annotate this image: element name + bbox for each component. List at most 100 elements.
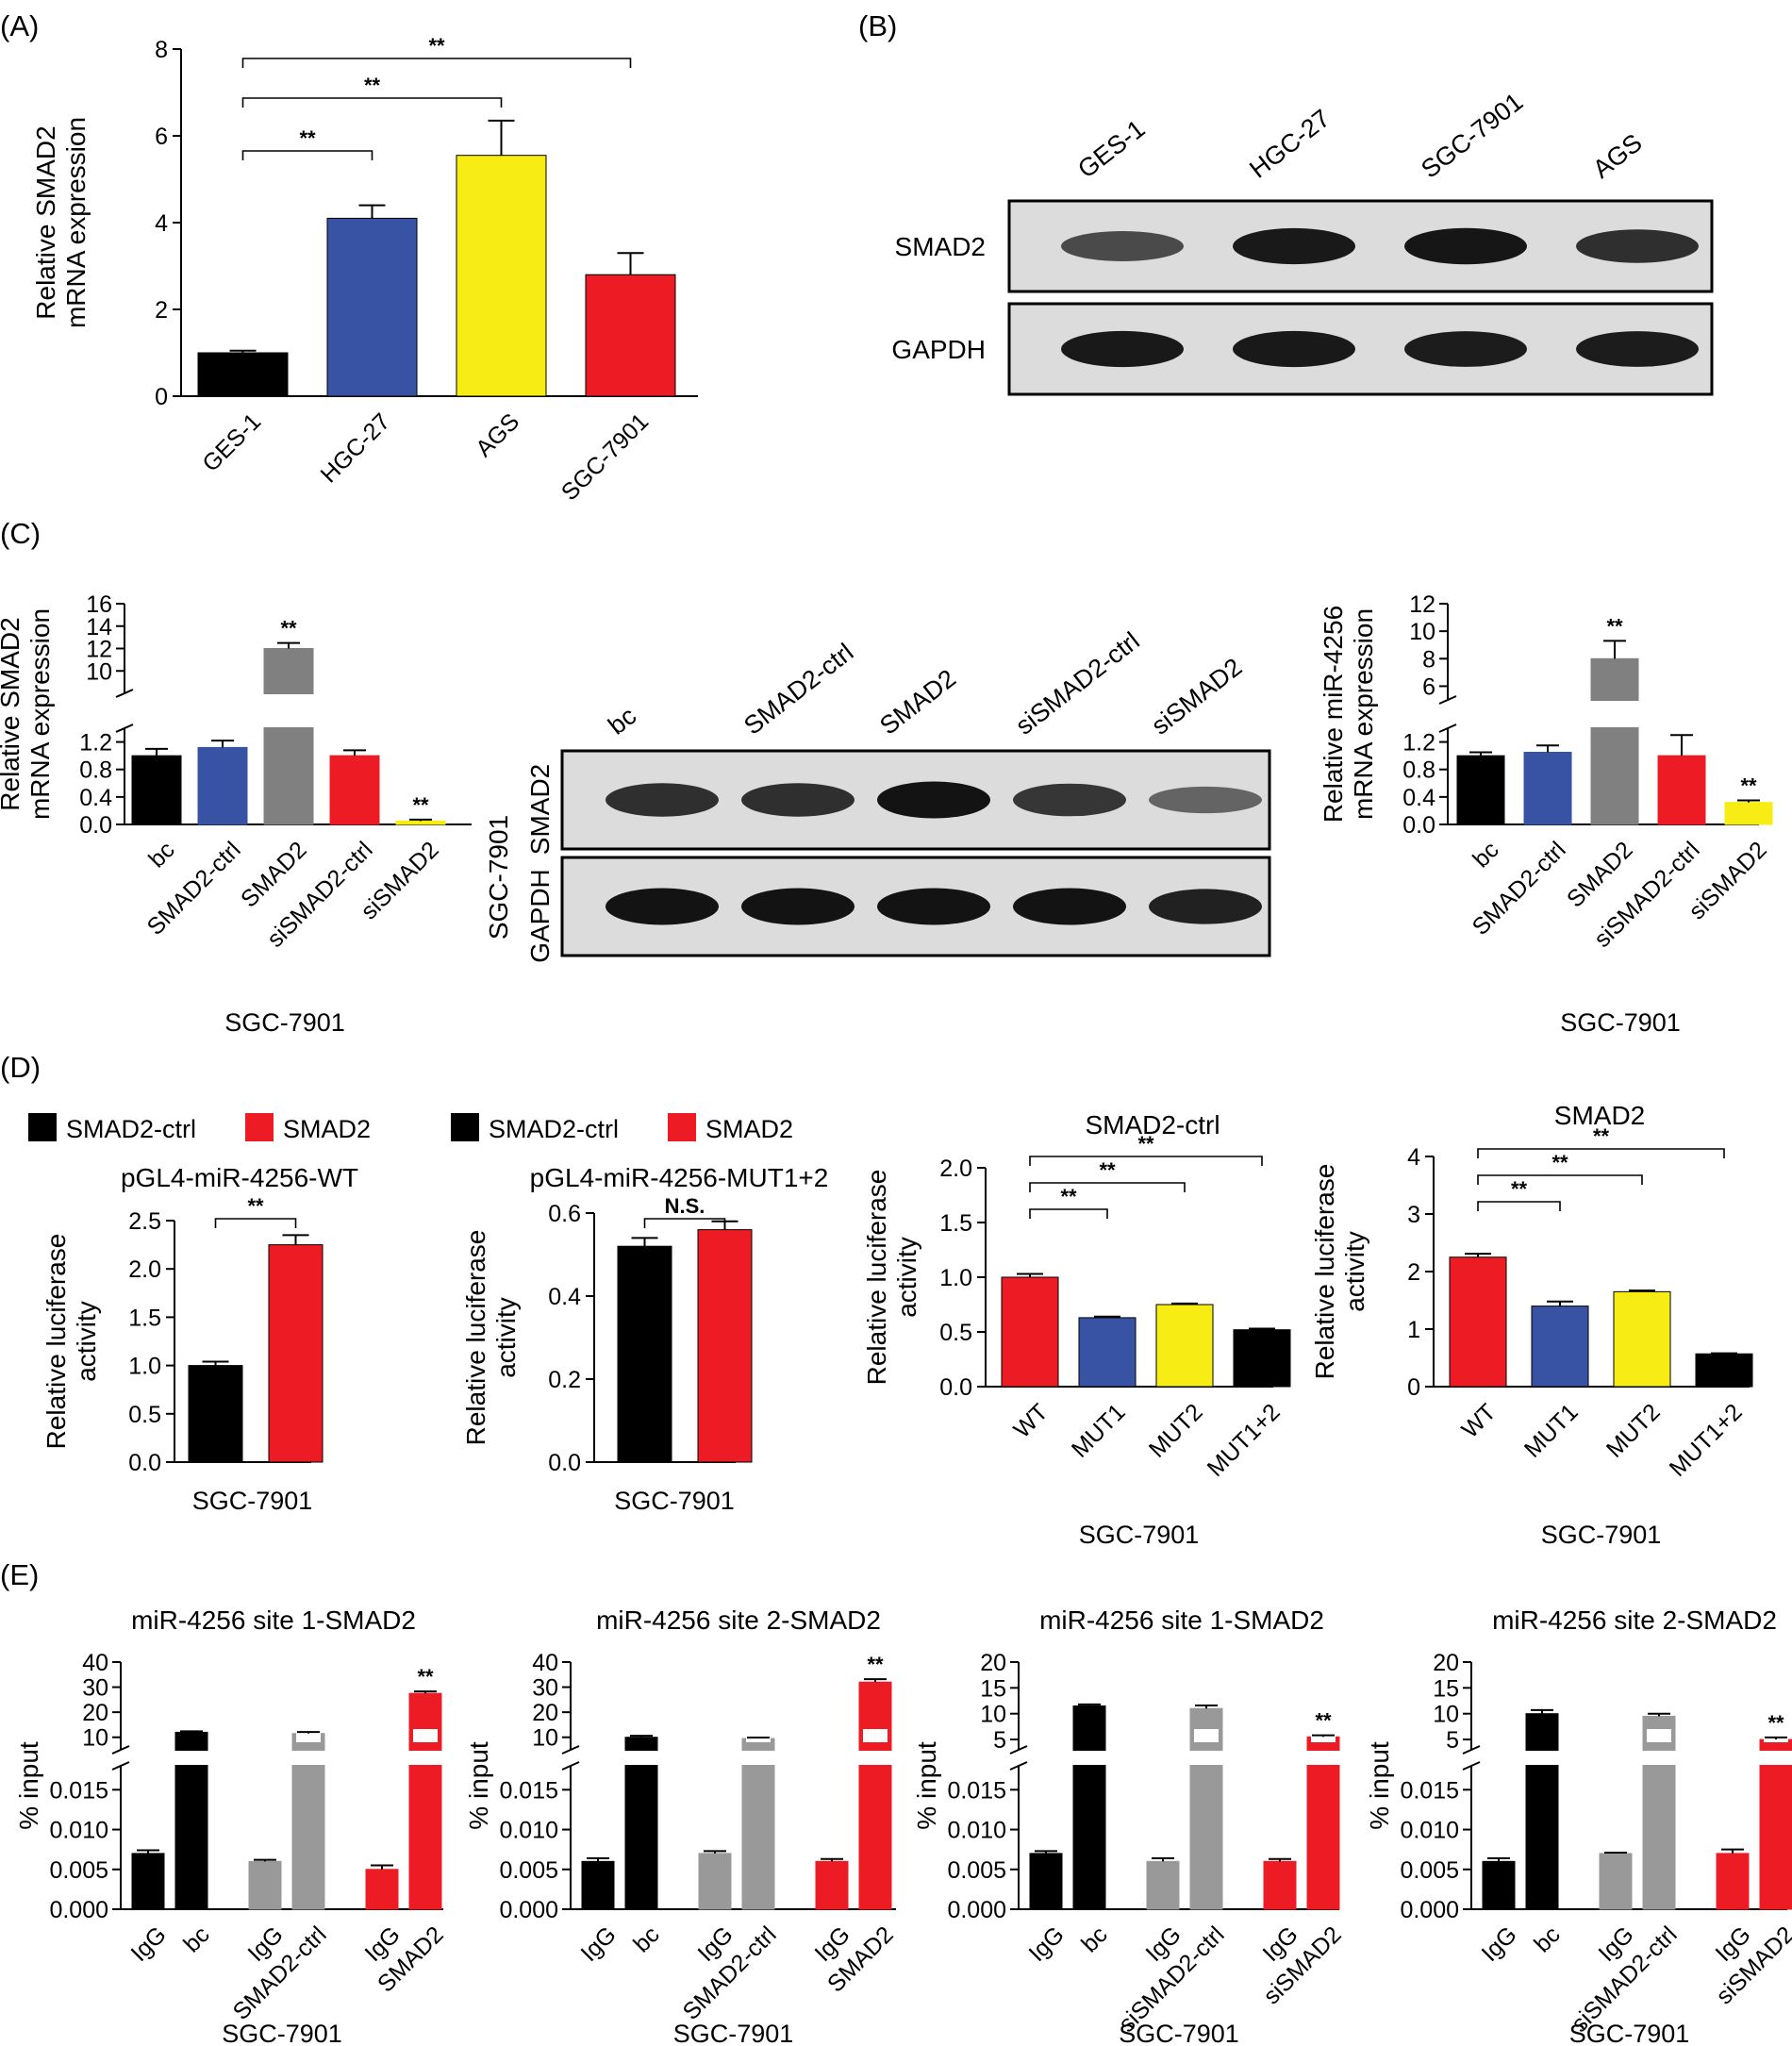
- y-axis-label: % input: [14, 1741, 43, 1830]
- significance-label: **: [1137, 1132, 1154, 1156]
- protein-label: GAPDH: [525, 869, 555, 963]
- panel-label: (D): [0, 1051, 41, 1084]
- y-tick-label: 2.5: [128, 1208, 161, 1235]
- significance-label: **: [364, 74, 381, 97]
- y-axis-label: mRNA expression: [25, 608, 55, 820]
- y-tick-label: 0.0: [548, 1450, 581, 1476]
- chart-e1: (E) miR-4256 site 1-SMAD2 0.000 0.005 0.010 0…: [0, 1558, 449, 2046]
- y-tick-label: 10: [980, 1702, 1006, 1728]
- y-tick-label: 15: [980, 1675, 1006, 1702]
- axis-break-mark: [111, 1745, 130, 1755]
- axis-break-gap: [1758, 1751, 1792, 1765]
- legend-label: SMAD2: [705, 1115, 793, 1143]
- axis-break-gap: [1589, 701, 1640, 727]
- protein-band: [1233, 227, 1355, 265]
- bar: [1531, 1306, 1589, 1388]
- bar: [1029, 1853, 1063, 1910]
- y-tick-label: 0.8: [79, 757, 112, 784]
- axis-break-gap: [407, 1751, 443, 1765]
- significance-label: **: [1740, 774, 1757, 798]
- y-tick-label: 0.015: [49, 1777, 108, 1804]
- axis-break-gap: [262, 694, 315, 727]
- x-axis-title: SGC-7901: [1541, 1521, 1662, 1549]
- lane-label: GES-1: [1072, 114, 1150, 184]
- panel-label: (E): [0, 1558, 39, 1591]
- bar: [1523, 752, 1572, 825]
- significance-label: **: [867, 1653, 884, 1676]
- protein-band: [877, 888, 990, 925]
- bar: [1759, 1738, 1792, 1910]
- y-tick-label: 1.0: [939, 1265, 972, 1291]
- axis-break-gap: [1188, 1751, 1224, 1765]
- bar: [1724, 802, 1773, 825]
- y-tick-label: 15: [1433, 1675, 1459, 1702]
- protein-band: [1576, 331, 1699, 367]
- x-tick-label: bc: [1468, 837, 1503, 873]
- significance-label: **: [1099, 1158, 1116, 1182]
- bar: [263, 648, 314, 825]
- y-tick-label: 2.0: [128, 1256, 161, 1283]
- y-tick-label: 0.0: [1402, 812, 1435, 839]
- x-tick-label: IgG: [125, 1921, 171, 1967]
- y-tick-label: 0.000: [1400, 1897, 1459, 1923]
- legend: SMAD2-ctrl SMAD2: [451, 1113, 793, 1143]
- chart-title: pGL4-miR-4256-MUT1+2: [530, 1163, 829, 1192]
- bar: [1155, 1304, 1214, 1388]
- axis-break-gap: [740, 1751, 776, 1765]
- y-axis-label: Relative luciferase: [1310, 1164, 1339, 1380]
- y-tick-label: 0.015: [499, 1777, 558, 1804]
- bar: [698, 1853, 732, 1910]
- y-axis-label: activity: [491, 1297, 521, 1378]
- x-axis-title: SGC-7901: [1560, 1008, 1681, 1037]
- chart-e2: miR-4256 site 2-SMAD2 0.000 0.005 0.010 0.01…: [464, 1605, 899, 2046]
- y-tick-label: 0.000: [947, 1897, 1006, 1923]
- y-tick-label: 0.4: [79, 785, 112, 811]
- x-tick-label: GES-1: [197, 408, 266, 477]
- protein-band: [1013, 783, 1126, 817]
- y-tick-label: 1.5: [939, 1210, 972, 1237]
- significance-label: N.S.: [665, 1194, 705, 1218]
- x-axis-title: SGC-7901: [1119, 2020, 1239, 2046]
- axis-break-mark: [1438, 724, 1457, 733]
- y-tick-label: 30: [532, 1675, 558, 1702]
- x-tick-label: bc: [1076, 1921, 1112, 1957]
- y-axis-label: Relative SMAD2: [0, 617, 25, 810]
- bar: [1456, 755, 1505, 825]
- bar: [408, 1692, 442, 1910]
- y-tick-label: 40: [82, 1650, 108, 1676]
- break-indicator: [1194, 1729, 1219, 1742]
- y-tick-label: 8: [155, 37, 168, 63]
- axis-break-mark: [1438, 695, 1457, 705]
- y-tick-label: 0: [1407, 1374, 1420, 1401]
- lane-label: siSMAD2: [1146, 653, 1247, 740]
- significance-label: **: [1511, 1177, 1528, 1201]
- significance-label: **: [412, 793, 429, 817]
- y-axis-label: activity: [1340, 1231, 1369, 1312]
- y-tick-label: 2.0: [939, 1156, 972, 1182]
- bar: [197, 746, 248, 825]
- axis-break-mark: [561, 1761, 580, 1771]
- axis-break-mark: [1462, 1761, 1481, 1771]
- protein-band: [741, 783, 855, 817]
- y-tick-label: 2: [155, 297, 168, 324]
- x-axis-title: SGC-7901: [1079, 1521, 1200, 1549]
- bar: [585, 274, 676, 397]
- axis-break-gap: [1524, 1751, 1560, 1765]
- protein-band: [1576, 229, 1699, 263]
- chart-title: miR-4256 site 2-SMAD2: [596, 1605, 881, 1635]
- y-tick-label: 2: [1407, 1259, 1420, 1286]
- x-tick-label: MUT1+2: [1665, 1399, 1748, 1482]
- bar: [1716, 1853, 1750, 1910]
- axis-break-gap: [1641, 1751, 1677, 1765]
- x-axis-title: SGC-7901: [222, 2020, 342, 2046]
- legend-swatch: [668, 1113, 696, 1141]
- significance-label: **: [280, 617, 297, 640]
- x-tick-label: IgG: [575, 1921, 621, 1967]
- y-tick-label: 0.0: [128, 1450, 161, 1476]
- protein-band: [1013, 888, 1126, 925]
- y-axis-label: % input: [1365, 1741, 1394, 1830]
- y-tick-label: 0.010: [947, 1818, 1006, 1844]
- bar: [1233, 1329, 1291, 1388]
- western-blot-b: (B) GES-1 HGC-27 SGC-7901 AGS SMAD2 GAPDH: [858, 9, 1714, 396]
